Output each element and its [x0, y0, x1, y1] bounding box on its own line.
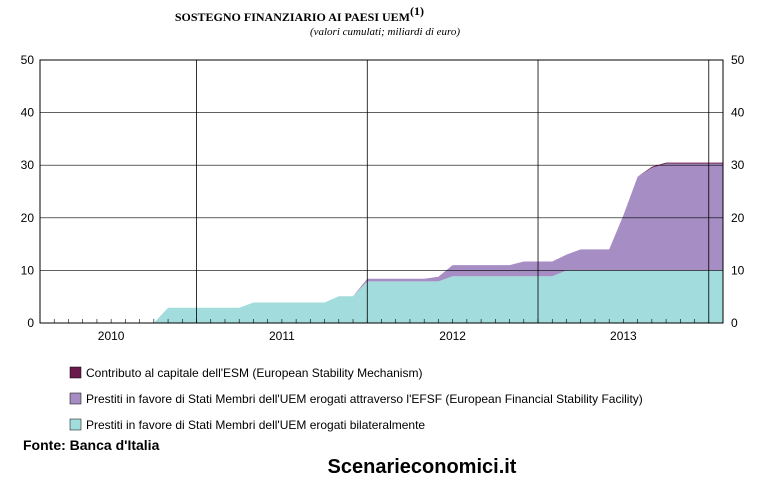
area-series-2 — [40, 163, 723, 323]
y-tick-label-left: 0 — [27, 316, 34, 330]
y-tick-label-left: 50 — [21, 53, 35, 67]
x-tick-label: 2011 — [269, 329, 295, 343]
legend-swatch — [69, 418, 82, 431]
x-tick-label: 2010 — [98, 329, 125, 343]
legend-swatch — [69, 366, 82, 379]
y-tick-label-left: 20 — [21, 211, 35, 225]
y-tick-label-right: 50 — [731, 53, 745, 67]
legend-label: Contributo al capitale dell'ESM (Europea… — [86, 366, 422, 380]
legend: Contributo al capitale dell'ESM (Europea… — [69, 366, 643, 432]
y-tick-label-left: 40 — [21, 106, 35, 120]
y-tick-label-right: 20 — [731, 211, 745, 225]
y-tick-label-left: 10 — [21, 263, 35, 277]
source-note: Fonte: Banca d'Italia — [23, 437, 160, 453]
chart-subtitle: (valori cumulati; miliardi di euro) — [310, 26, 460, 38]
watermark-text: Scenarieconomici.it — [328, 456, 517, 478]
chart-title-superscript: (1) — [410, 4, 424, 18]
y-tick-label-left: 30 — [21, 158, 35, 172]
area-series-1 — [40, 270, 723, 323]
plot-frame — [39, 59, 724, 324]
y-axis-left: 0 10 20 30 40 50 — [21, 53, 35, 330]
y-tick-label-right: 40 — [731, 106, 745, 120]
y-tick-label-right: 10 — [731, 263, 745, 277]
plot-areas — [40, 162, 723, 323]
x-tick-label: 2013 — [610, 329, 637, 343]
legend-swatch — [69, 392, 82, 405]
legend-label: Prestiti in favore di Stati Membri dell'… — [86, 392, 643, 406]
chart-title: SOSTEGNO FINANZIARIO AI PAESI UEM — [175, 10, 410, 24]
x-axis: 2010 2011 2012 2013 — [98, 329, 637, 343]
x-tick-label: 2012 — [439, 329, 466, 343]
legend-label: Prestiti in favore di Stati Membri dell'… — [86, 418, 425, 432]
y-axis-right: 0 10 20 30 40 50 — [731, 53, 745, 330]
y-tick-label-right: 0 — [731, 316, 738, 330]
y-tick-label-right: 30 — [731, 158, 745, 172]
